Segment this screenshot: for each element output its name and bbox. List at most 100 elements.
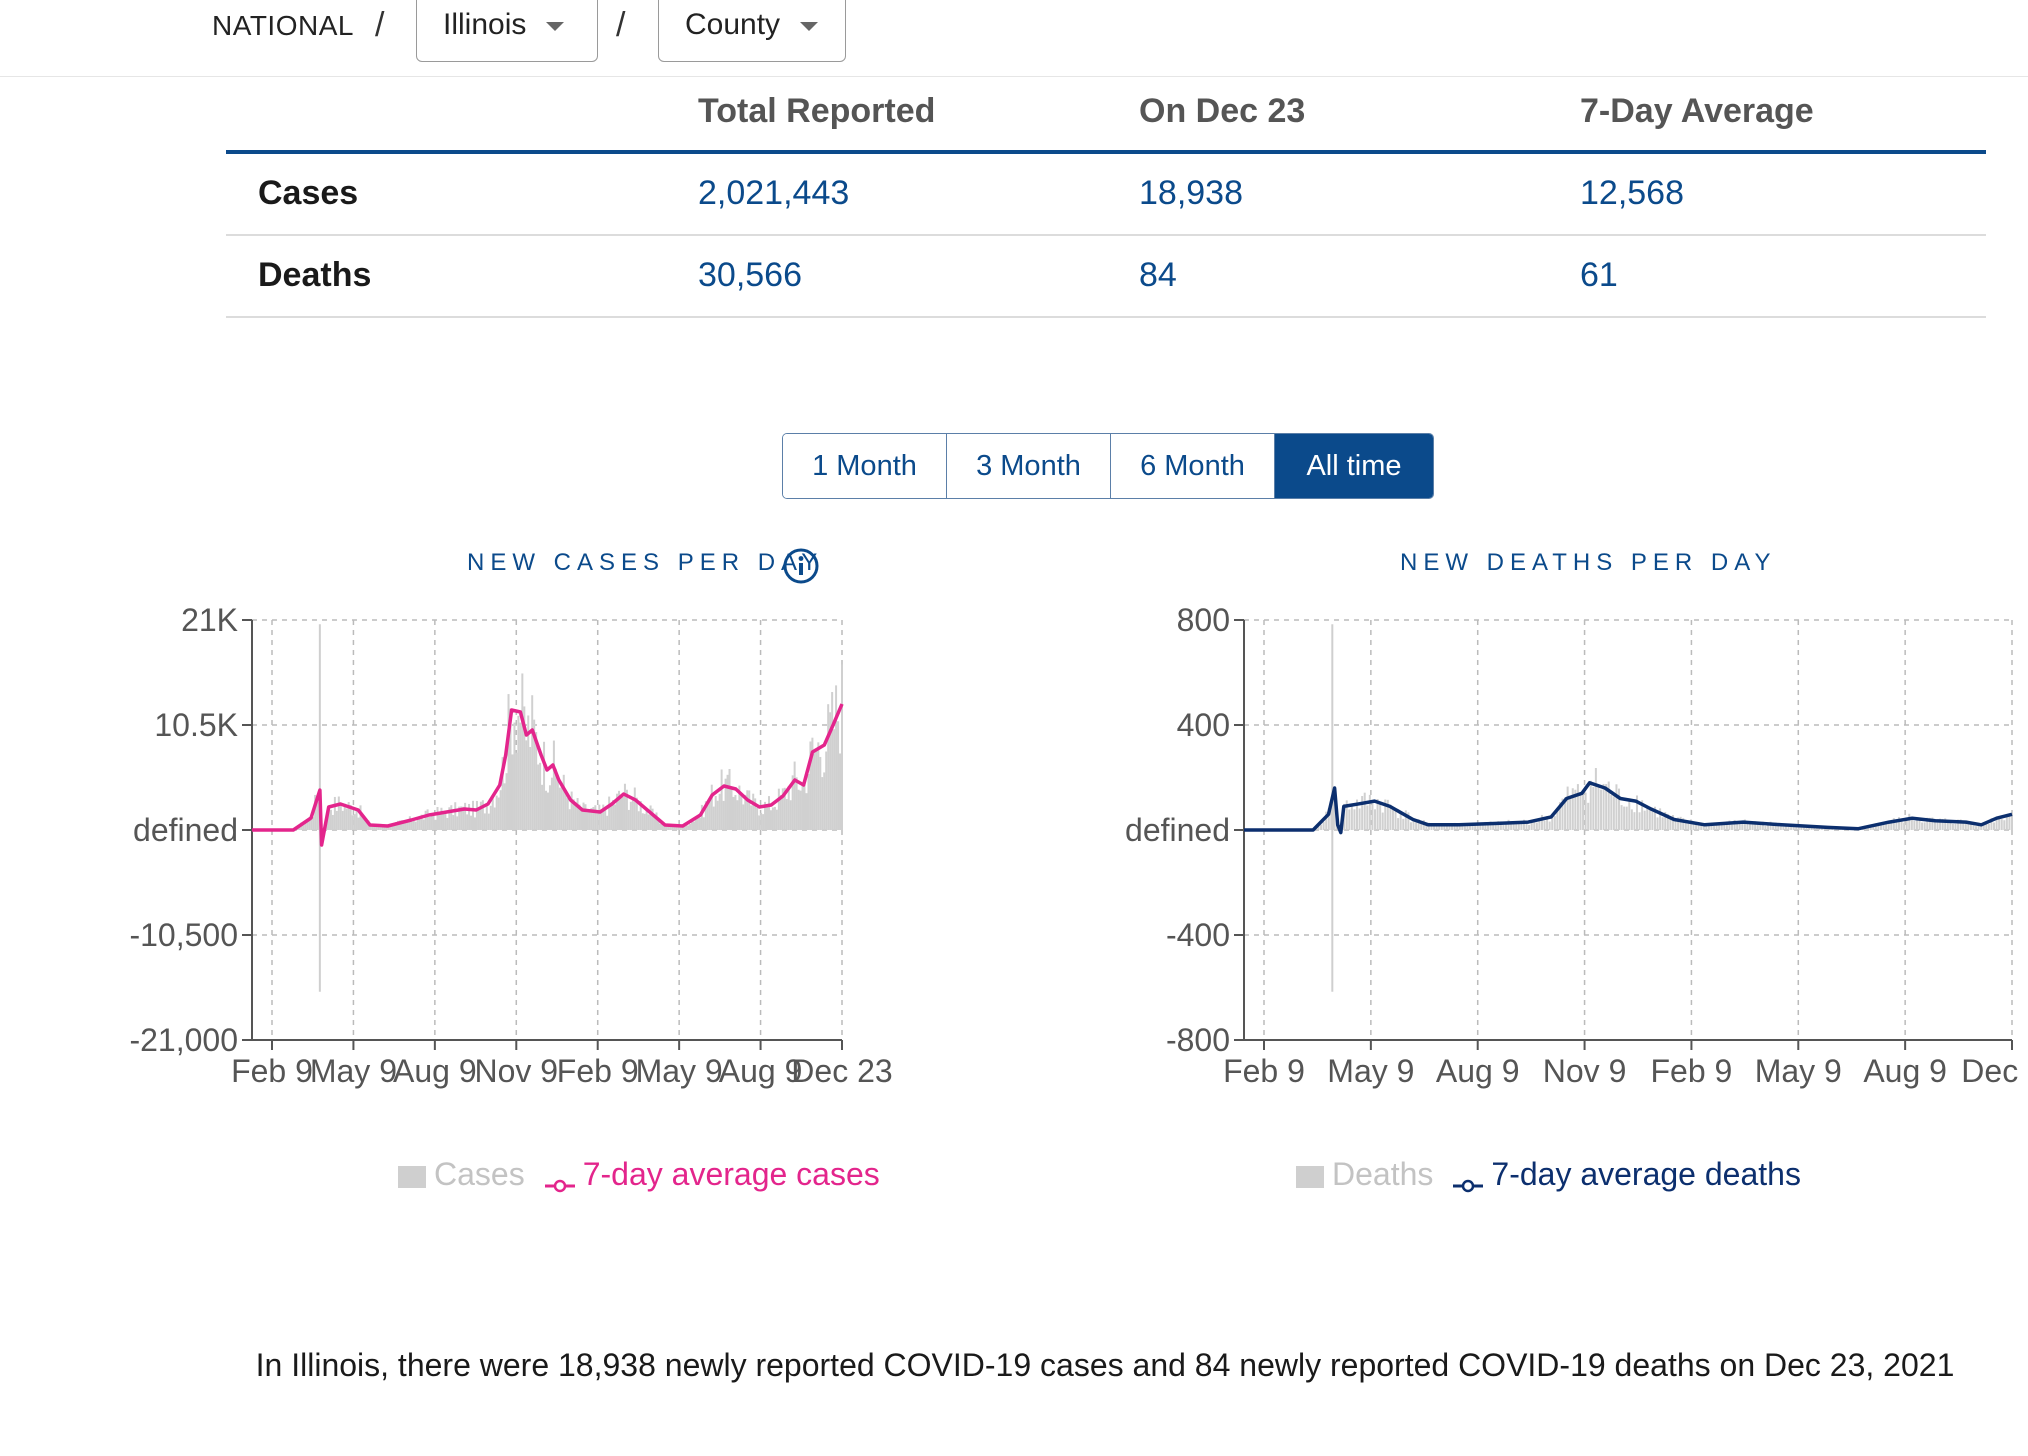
daily-bar: [1574, 789, 1577, 830]
daily-bar: [1931, 817, 1934, 830]
daily-bar: [363, 816, 366, 830]
daily-bar: [1638, 812, 1641, 830]
daily-bar: [746, 790, 749, 830]
daily-bar: [773, 806, 776, 830]
daily-bar: [383, 826, 386, 830]
daily-bar: [400, 820, 403, 830]
daily-bar: [1540, 814, 1543, 830]
daily-bar: [1628, 798, 1631, 830]
range-1-month-button[interactable]: 1 Month: [783, 434, 947, 498]
daily-bar: [341, 810, 344, 830]
daily-bar: [414, 821, 417, 830]
info-icon[interactable]: [783, 548, 819, 584]
daily-bar: [1615, 784, 1618, 830]
daily-bar: [1494, 822, 1497, 830]
daily-bar: [637, 811, 640, 830]
cases-on-date: 18,938: [1139, 174, 1243, 212]
daily-bar: [1759, 823, 1762, 830]
daily-bar: [1445, 824, 1448, 830]
daily-bar: [710, 784, 713, 830]
breadcrumb-national-link[interactable]: NATIONAL: [212, 10, 354, 41]
daily-bar: [722, 800, 725, 830]
daily-bar: [1998, 815, 2001, 830]
daily-bar: [594, 805, 597, 830]
chevron-down-icon: [800, 21, 819, 31]
daily-bar: [1548, 821, 1551, 830]
legend-7day-average-cases-label[interactable]: 7-day average cases: [582, 1156, 880, 1192]
daily-bar: [1766, 823, 1769, 830]
daily-bar: [1664, 811, 1667, 830]
range-6-month-button[interactable]: 6 Month: [1111, 434, 1275, 498]
summary-table: Total Reported On Dec 23 7-Day Average C…: [226, 86, 1986, 318]
daily-bar: [691, 820, 694, 830]
daily-bar: [799, 790, 802, 830]
daily-bar: [418, 815, 421, 830]
daily-bar: [1415, 822, 1418, 830]
daily-bar: [426, 809, 429, 830]
daily-bar: [1813, 827, 1816, 830]
daily-bar: [1504, 821, 1507, 830]
daily-bar: [1769, 821, 1772, 830]
daily-bar: [659, 823, 662, 830]
state-select[interactable]: Illinois: [416, 0, 598, 62]
daily-bar: [375, 825, 378, 830]
daily-bar: [1951, 823, 1954, 830]
daily-bar: [1977, 825, 1980, 830]
daily-bar: [1702, 823, 1705, 830]
y-tick-label: -800: [1166, 1022, 1230, 1058]
daily-bar: [355, 810, 358, 830]
seven-day-average-line: [1244, 781, 2013, 835]
daily-bar: [1993, 822, 1996, 830]
daily-bar: [671, 825, 674, 830]
daily-bar: [391, 825, 394, 830]
daily-bar: [1695, 823, 1698, 830]
daily-bar: [306, 820, 309, 830]
daily-bar: [1481, 824, 1484, 830]
daily-bar: [815, 749, 818, 830]
cases-7day-average: 12,568: [1580, 174, 1684, 212]
daily-bar: [1646, 807, 1649, 830]
daily-bar: [1476, 825, 1479, 830]
daily-bar: [1915, 819, 1918, 830]
daily-bar: [791, 775, 794, 830]
x-tick-label: Dec 23: [791, 1053, 892, 1089]
daily-bar: [1967, 823, 1970, 830]
daily-bar: [1345, 800, 1348, 830]
daily-bar: [720, 769, 723, 830]
daily-bar: [1594, 768, 1597, 830]
daily-bar: [1949, 822, 1952, 830]
daily-bar: [1397, 818, 1400, 830]
daily-bar: [2005, 816, 2008, 830]
daily-bar: [1538, 819, 1541, 830]
daily-bar: [1515, 822, 1518, 830]
daily-bar: [1376, 798, 1379, 830]
range-3-month-button[interactable]: 3 Month: [947, 434, 1111, 498]
daily-bar: [1458, 823, 1461, 830]
county-select[interactable]: County: [658, 0, 846, 62]
table-row-cases: Cases 2,021,443 18,938 12,568: [226, 154, 1986, 236]
daily-bar: [1738, 823, 1741, 830]
daily-bar: [1923, 822, 1926, 830]
daily-bar: [1869, 827, 1872, 830]
daily-bar: [1710, 823, 1713, 830]
legend-7day-average-deaths-label[interactable]: 7-day average deaths: [1491, 1156, 1801, 1192]
daily-bar: [1723, 823, 1726, 830]
daily-bar: [525, 740, 528, 830]
daily-bar: [1736, 822, 1739, 830]
daily-bar: [543, 741, 546, 830]
daily-bar: [1941, 818, 1944, 830]
daily-bar: [619, 796, 622, 830]
daily-bar: [1887, 822, 1890, 830]
legend-deaths-label[interactable]: Deaths: [1332, 1156, 1434, 1192]
daily-bar: [408, 816, 411, 830]
daily-bar: [1623, 806, 1626, 830]
daily-bar: [633, 787, 636, 830]
daily-bar: [1564, 797, 1567, 830]
range-all-time-button[interactable]: All time: [1275, 434, 1433, 498]
y-tick-label: 800: [1177, 602, 1230, 638]
daily-bar: [337, 796, 340, 830]
daily-bar: [1764, 826, 1767, 830]
legend-cases-label[interactable]: Cases: [434, 1156, 525, 1192]
daily-bar: [438, 814, 441, 830]
